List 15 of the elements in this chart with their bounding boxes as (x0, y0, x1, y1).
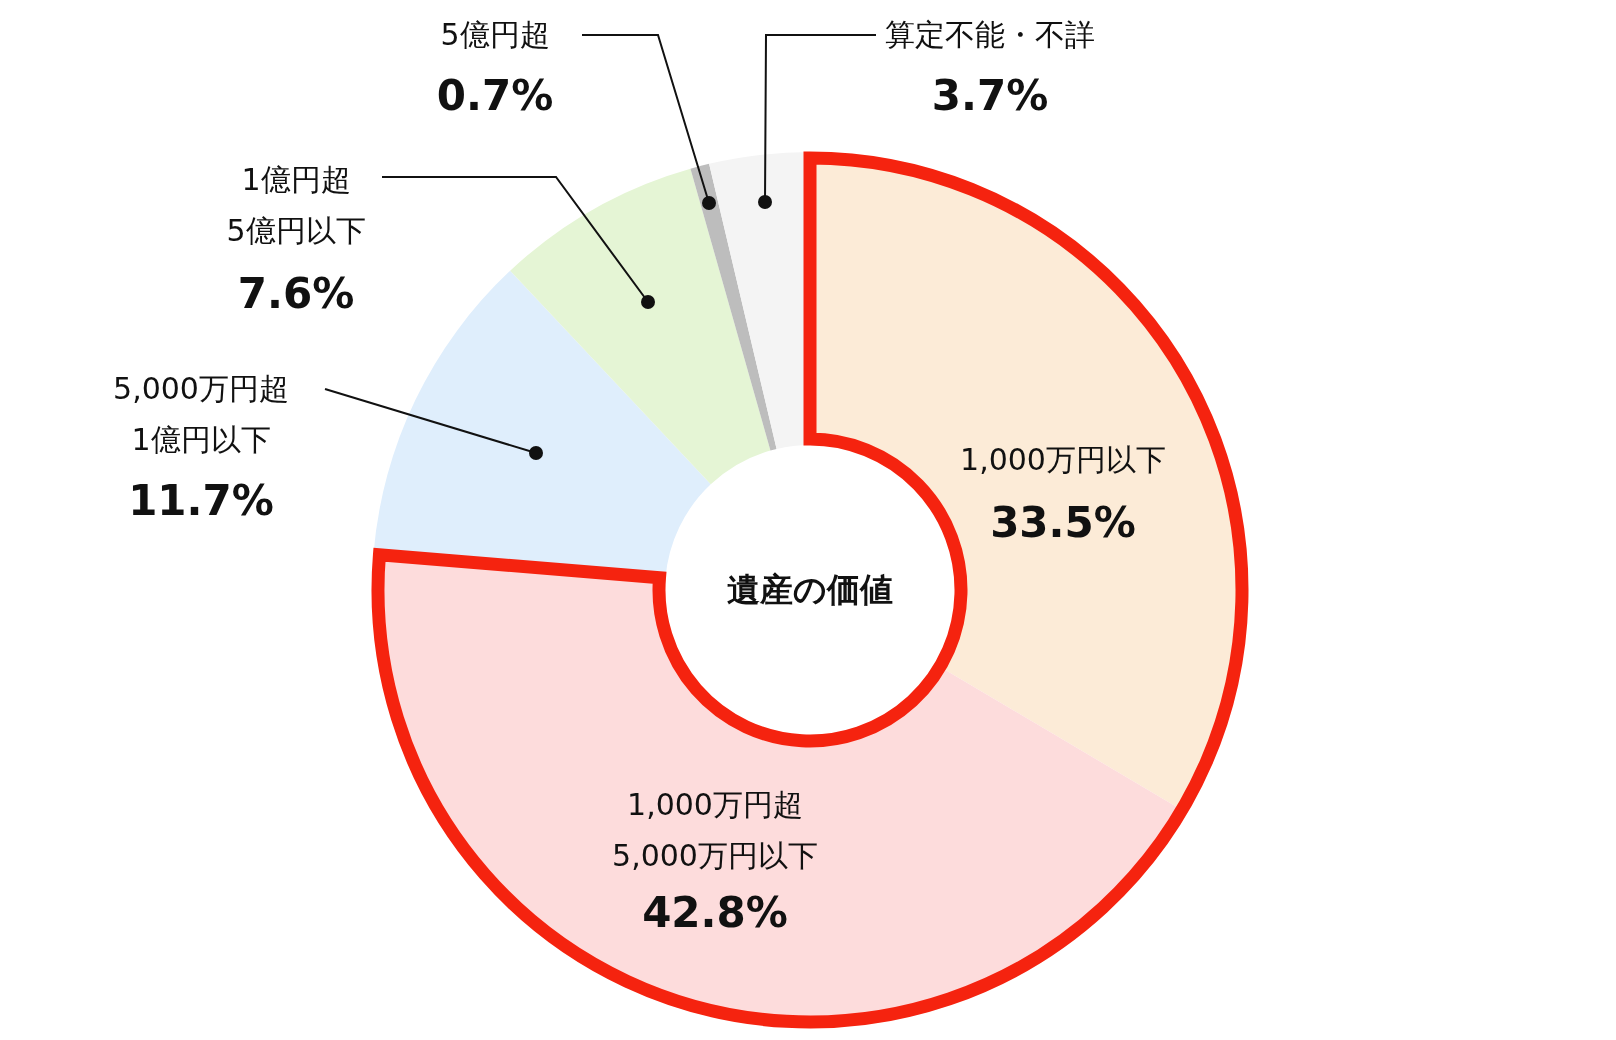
slice-label: 1億円超 5億円以下 (226, 162, 366, 248)
data-label: 11.7% (128, 476, 274, 525)
slice-label: 5億円超 (440, 17, 550, 52)
slice-label: 1,000万円超 5,000万円以下 (612, 787, 818, 873)
slice-label: 算定不能・不詳 (885, 17, 1095, 52)
data-label: 7.6% (237, 269, 355, 318)
data-label: 33.5% (990, 498, 1136, 547)
data-label: 42.8% (642, 888, 788, 937)
data-label: 0.7% (436, 71, 554, 120)
text: 遺産の価値 (727, 570, 893, 609)
donut-slice (510, 168, 771, 485)
slice-label: 1,000万円以下 (960, 442, 1166, 477)
donut-slice (690, 163, 777, 451)
data-label: 3.7% (931, 71, 1049, 120)
slice-label: 5,000万円超 1億円以下 (113, 371, 289, 457)
